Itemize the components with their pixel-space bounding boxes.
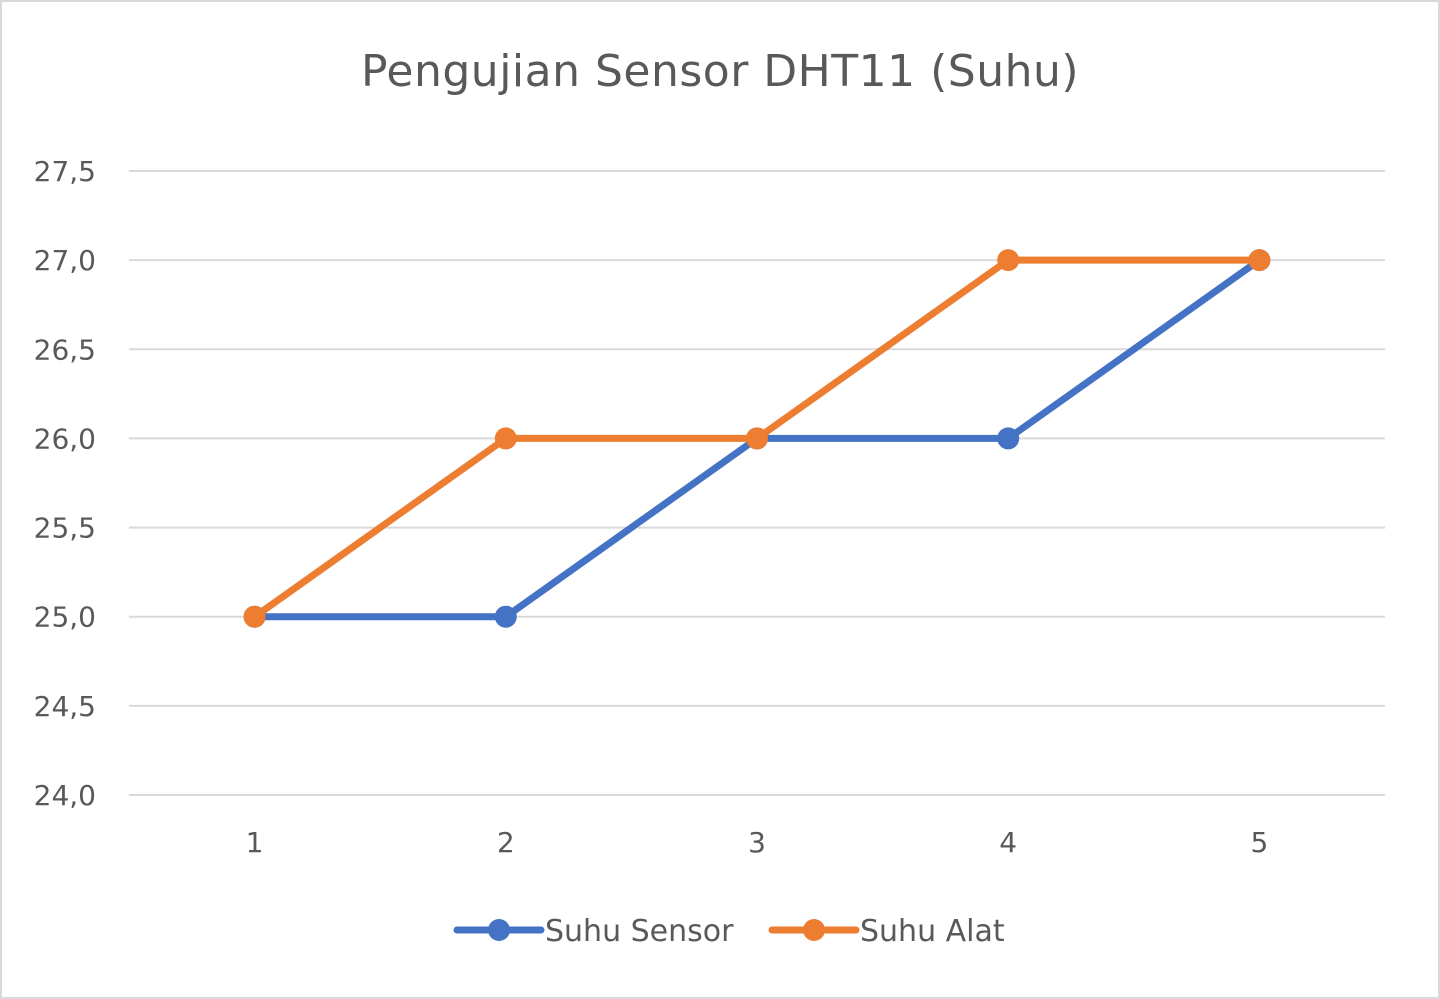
legend: Suhu Sensor Suhu Alat <box>453 914 1005 949</box>
data-point <box>243 605 266 628</box>
y-tick-label: 24,0 <box>34 779 96 812</box>
x-tick-label: 3 <box>748 826 766 859</box>
x-tick-label: 2 <box>497 826 515 859</box>
y-tick-label: 27,0 <box>34 244 96 277</box>
data-point <box>494 427 517 450</box>
y-tick-label: 26,0 <box>34 422 96 455</box>
data-point <box>997 427 1020 450</box>
y-axis-tick-labels: 24,0 24,5 25,0 25,5 26,0 26,5 27,0 27,5 <box>34 155 96 812</box>
x-tick-label: 4 <box>999 826 1017 859</box>
data-point <box>997 249 1020 272</box>
data-point <box>1248 249 1271 272</box>
legend-label: Suhu Alat <box>860 914 1005 949</box>
y-tick-label: 27,5 <box>34 155 96 188</box>
x-axis-tick-labels: 1 2 3 4 5 <box>246 826 1269 859</box>
x-tick-label: 5 <box>1250 826 1268 859</box>
x-tick-label: 1 <box>246 826 264 859</box>
legend-marker <box>803 919 825 941</box>
y-tick-label: 24,5 <box>34 690 96 723</box>
chart-title: Pengujian Sensor DHT11 (Suhu) <box>360 46 1080 97</box>
legend-marker <box>488 919 510 941</box>
series-lines <box>243 249 1271 628</box>
y-tick-label: 25,5 <box>34 512 96 545</box>
data-point <box>494 605 517 628</box>
data-point <box>746 427 768 450</box>
legend-label: Suhu Sensor <box>545 914 734 949</box>
y-tick-label: 26,5 <box>34 333 96 366</box>
y-tick-label: 25,0 <box>34 601 96 634</box>
gridlines <box>129 170 1385 796</box>
